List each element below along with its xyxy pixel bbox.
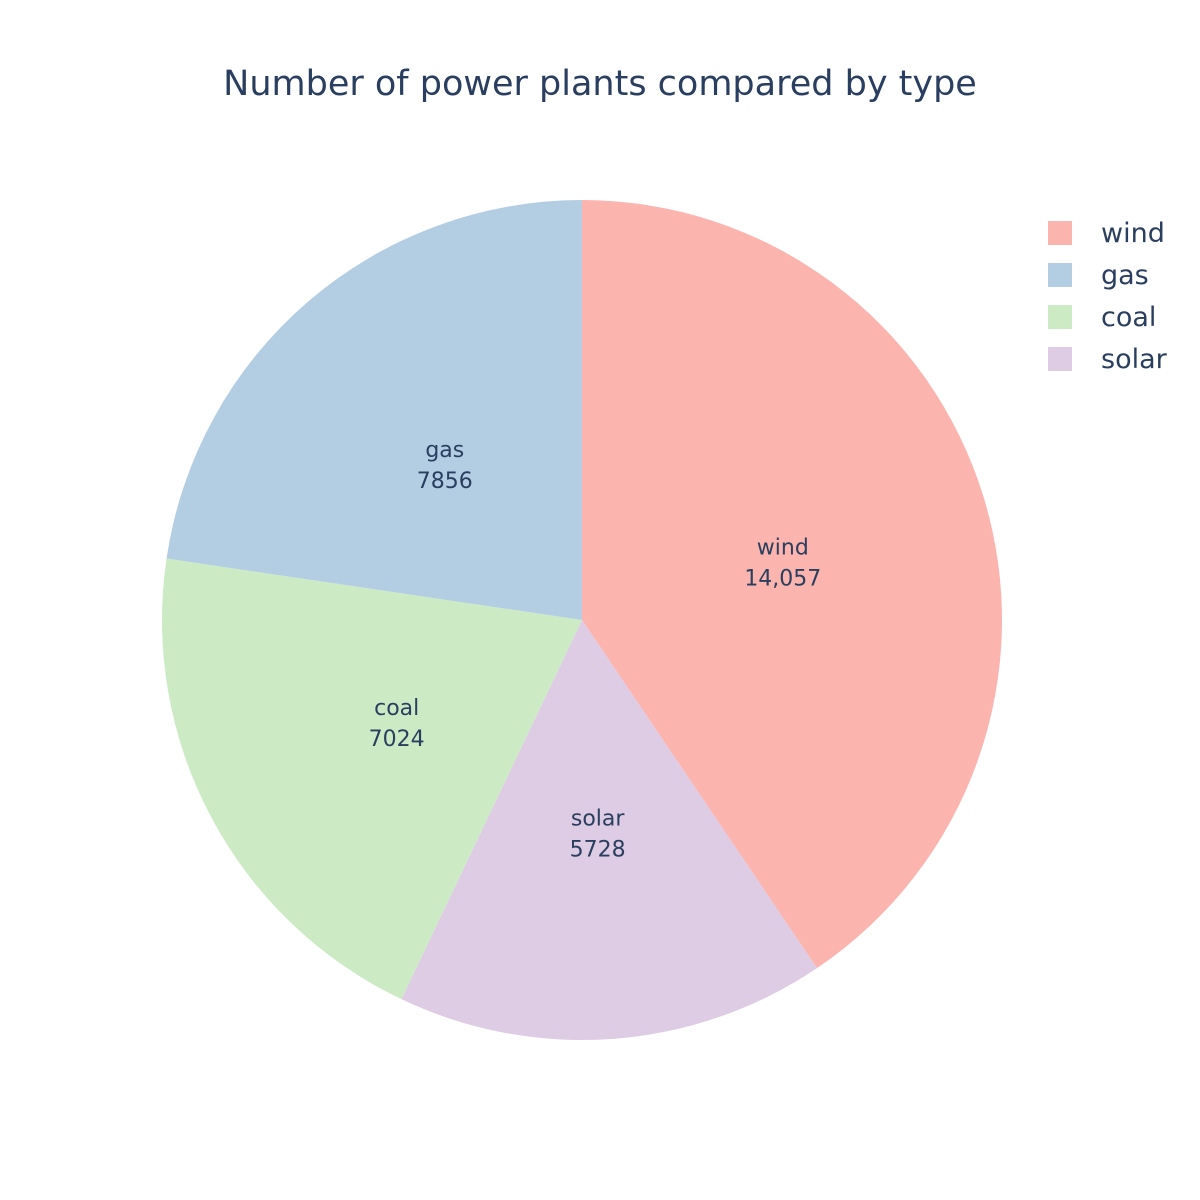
legend-item-solar[interactable]: solar [1048,338,1167,380]
legend-label-gas: gas [1101,259,1149,291]
pie-slice-coal[interactable] [162,558,582,1000]
legend-swatch-gas [1048,263,1072,287]
legend-label-coal: coal [1101,301,1157,333]
legend-label-wind: wind [1101,217,1165,249]
pie-slice-gas[interactable] [166,200,582,620]
legend-item-gas[interactable]: gas [1048,254,1167,296]
slice-value-coal: 7024 [369,727,425,752]
slice-value-solar: 5728 [570,837,626,862]
slice-label-coal: coal [374,696,419,721]
slice-label-gas: gas [425,438,464,463]
pie-slice-solar[interactable] [401,620,817,1040]
legend-item-wind[interactable]: wind [1048,212,1167,254]
legend: wind gas coal solar [1048,212,1167,380]
legend-label-solar: solar [1101,343,1167,375]
slice-value-wind: 14,057 [744,567,821,592]
slice-label-wind: wind [757,536,809,561]
slice-label-solar: solar [571,806,626,831]
slice-value-gas: 7856 [417,469,473,494]
pie-slice-wind[interactable] [582,200,1002,969]
legend-swatch-coal [1048,305,1072,329]
chart-title: Number of power plants compared by type [223,64,977,104]
legend-swatch-solar [1048,347,1072,371]
legend-item-coal[interactable]: coal [1048,296,1167,338]
legend-swatch-wind [1048,221,1072,245]
